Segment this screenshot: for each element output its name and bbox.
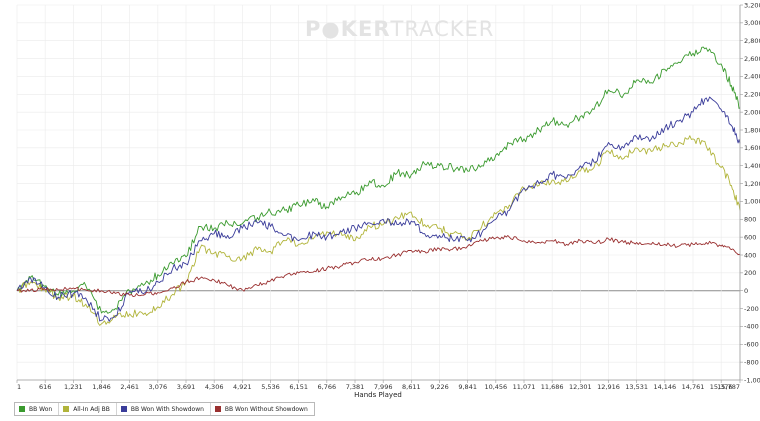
y-tick-label: -200 [744,305,759,313]
y-tick-label: 400 [744,251,756,259]
x-tick-label: 1,231 [64,383,83,391]
legend-swatch-bb-won-without-showdown [214,406,221,412]
y-tick-label: 1,800 [744,126,760,134]
watermark: P●KERTRACKER [305,17,494,41]
plot-background [17,5,740,380]
x-tick-label: 6,151 [289,383,308,391]
series-line-all-in-adj-bb [16,135,741,326]
x-tick-label: 14,146 [653,383,676,391]
y-tick-label: 2,600 [744,55,760,63]
x-tick-label: 14,761 [682,383,705,391]
x-tick-label: 10,456 [484,383,507,391]
x-tick-label: 11,071 [513,383,536,391]
x-tick-label: 5,536 [261,383,280,391]
y-tick-label: -1,000 [744,376,760,384]
series-line-bb-won [16,46,741,314]
watermark-chip-icon: ● [321,17,340,41]
y-tick-label: 3,000 [744,19,760,27]
y-tick-label: 600 [744,233,756,241]
legend-label-all-in-adj-bb: All-In Adj BB [73,405,110,413]
x-tick-label: 13,531 [625,383,648,391]
x-tick-label: 6,766 [318,383,337,391]
y-axis-ticks: 3,200 3,000 2,800 2,600 2,400 2,200 2,000 1,800… [740,1,760,384]
legend-label-bb-won-with-showdown: BB Won With Showdown [130,405,204,413]
y-tick-label: 2,800 [744,37,760,45]
legend-item-all-in-adj-bb[interactable]: All-In Adj BB [59,403,117,415]
y-tick-label: -800 [744,358,759,366]
legend-item-bb-won-with-showdown[interactable]: BB Won With Showdown [117,403,211,415]
y-tick-label: 3,200 [744,1,760,9]
series-line-bb-won-without-showdown [16,235,741,298]
legend-swatch-bb-won-with-showdown [120,406,127,412]
x-tick-label: 15,787 [717,383,740,391]
grid-layer [16,4,741,381]
legend-label-bb-won: BB Won [29,405,53,413]
legend-item-bb-won[interactable]: BB Won [15,403,60,415]
y-tick-label: -400 [744,323,759,331]
x-tick-label: 7,996 [374,383,393,391]
legend-label-bb-won-without-showdown: BB Won Without Showdown [224,405,308,413]
x-tick-label: 1,846 [92,383,111,391]
y-tick-label: -600 [744,341,759,349]
y-tick-label: 0 [744,287,748,295]
y-tick-label: 800 [744,216,756,224]
y-tick-label: 2,200 [744,91,760,99]
legend-item-bb-won-without-showdown[interactable]: BB Won Without Showdown [211,403,314,415]
legend: BB Won All-In Adj BB BB Won With Showdow… [14,402,315,416]
y-tick-label: 1,200 [744,180,760,188]
x-tick-label: 9,226 [430,383,449,391]
y-tick-label: 2,400 [744,73,760,81]
x-axis-title: Hands Played [354,391,402,399]
x-axis-ticks: 1 616 1,231 1,846 2,461 3,076 3,691 4,306 4,921 5… [16,380,741,391]
series-line-bb-won-with-showdown [16,96,741,322]
x-tick-label: 1 [17,383,21,391]
y-tick-label: 200 [744,269,756,277]
x-tick-label: 3,691 [177,383,196,391]
watermark-ker: KER [341,17,391,41]
watermark-tracker: TRACKER [390,17,495,41]
x-tick-label: 4,306 [205,383,224,391]
series-layer [16,46,741,326]
x-tick-label: 9,841 [458,383,477,391]
legend-swatch-all-in-adj-bb [63,406,70,412]
x-tick-label: 15,376 [710,383,733,391]
x-tick-label: 616 [39,383,51,391]
y-tick-label: 1,600 [744,144,760,152]
legend-swatch-bb-won [19,406,25,412]
y-tick-label: 1,400 [744,162,760,170]
x-tick-label: 11,686 [541,383,564,391]
x-tick-label: 8,611 [402,383,421,391]
svg-text:P●KERTRACKER: P●KERTRACKER [305,17,494,41]
x-tick-label: 4,921 [233,383,252,391]
x-tick-label: 12,301 [569,383,592,391]
x-tick-label: 12,916 [597,383,620,391]
x-tick-label: 7,381 [346,383,365,391]
x-tick-label: 3,076 [149,383,168,391]
y-tick-label: 2,000 [744,108,760,116]
y-tick-label: 1,000 [744,198,760,206]
x-tick-label: 2,461 [120,383,139,391]
watermark-p: P [305,17,321,41]
